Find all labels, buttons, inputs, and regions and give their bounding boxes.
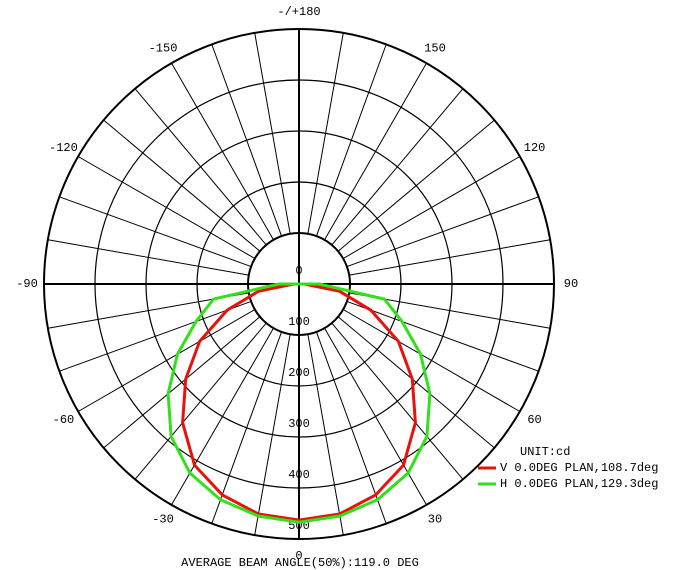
r-tick-label: 300 (288, 417, 310, 431)
theta-tick-label: -150 (149, 42, 178, 56)
ring (94, 79, 504, 489)
r-tick-label: 100 (288, 315, 310, 329)
theta-tick-label: 60 (527, 413, 541, 427)
theta-tick-label: 0 (295, 549, 302, 563)
theta-tick-label: 30 (428, 513, 442, 527)
theta-tick-label: -60 (53, 413, 75, 427)
series-line (166, 282, 432, 524)
theta-tick-label: -90 (16, 277, 38, 291)
unit-label: UNIT:cd (520, 445, 570, 459)
theta-tick-label: -120 (49, 141, 78, 155)
r-tick-label: 200 (288, 366, 310, 380)
r-tick-label: 0 (295, 264, 302, 278)
ring (145, 130, 453, 438)
theta-tick-label: -30 (152, 513, 174, 527)
ring (247, 232, 351, 336)
theta-tick-label: -/+180 (277, 5, 320, 19)
footer: AVERAGE BEAM ANGLE(50%):119.0 DEG (181, 556, 419, 570)
legend-label: V 0.0DEG PLAN,108.7deg (500, 461, 658, 475)
ring (43, 28, 555, 540)
series-line (181, 282, 417, 522)
theta-tick-label: 120 (524, 141, 546, 155)
ring (196, 181, 402, 387)
legend-label: H 0.0DEG PLAN,129.3deg (500, 477, 658, 491)
theta-tick-label: 150 (424, 42, 446, 56)
r-tick-label: 400 (288, 468, 310, 482)
theta-tick-label: 90 (564, 277, 578, 291)
